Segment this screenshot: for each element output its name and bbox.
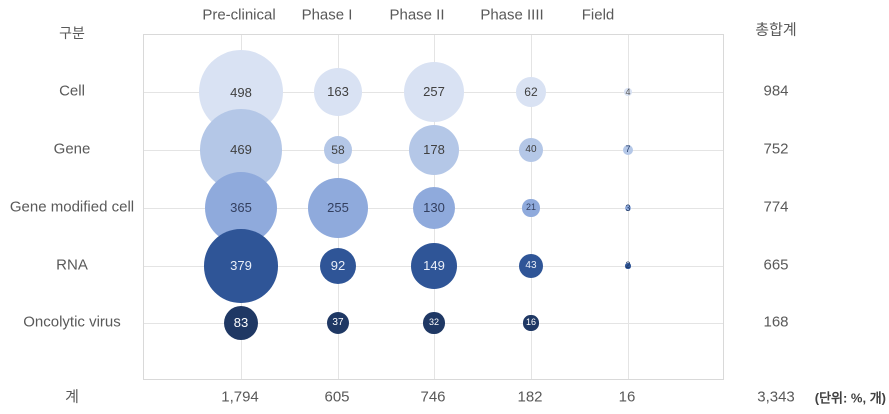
row-total-gene-modified-cell: 774 [763,198,789,216]
bubble-value: 21 [525,202,536,213]
bubble-gene-modified-cell-phase-ii: 130 [412,186,456,230]
bubble-value: 163 [327,84,349,100]
row-label-gene-modified-cell: Gene modified cell [9,198,135,216]
bubble-oncolytic-virus-phase-ii: 32 [423,312,445,334]
bubble-cell-field: 4 [624,86,632,97]
column-header-pre-clinical: Pre-clinical [202,6,276,24]
row-total-cell: 984 [763,82,789,100]
bubble-value: 3 [625,202,631,213]
bubble-rna-field: 2 [625,260,631,271]
row-label-oncolytic-virus: Oncolytic virus [23,313,121,331]
bubble-value: 7 [625,144,631,155]
bubble-gene-phase-i: 58 [323,135,353,165]
bubble-value: 62 [524,84,538,99]
row-total-gene: 752 [763,140,789,158]
bubble-rna-phase-ii: 149 [411,243,457,289]
bubble-value: 83 [233,315,249,331]
bubble-oncolytic-virus-phase-iiii: 16 [523,315,539,331]
column-total-pre-clinical: 1,794 [221,388,259,406]
bubble-cell-phase-iiii: 62 [516,77,546,107]
bubble-gene-modified-cell-phase-iiii: 21 [522,199,540,217]
bubble-rna-pre-clinical: 379 [204,229,278,303]
bubble-rna-phase-i: 92 [319,247,357,285]
column-header-field: Field [581,6,615,24]
bubble-gene-phase-ii: 178 [408,124,460,176]
column-total-phase-ii: 746 [420,388,446,406]
total-column-header: 총합계 [755,21,797,39]
bubble-value: 32 [428,317,439,328]
column-header-phase-iiii: Phase IIII [480,6,544,24]
bubble-value: 178 [423,142,445,158]
bubble-value: 498 [230,84,252,100]
bubble-gene-phase-iiii: 40 [519,138,543,162]
bubble-value: 257 [423,84,445,100]
bubble-value: 16 [525,317,536,328]
bubble-oncolytic-virus-pre-clinical: 83 [223,305,259,341]
corner-label: 구분 [59,25,85,41]
bubble-value: 58 [331,142,345,157]
plot-area: 498 163 257 62 4 469 58 178 40 7 365 255 130 21 3 379 92… [143,34,724,380]
bubble-value: 365 [230,200,252,216]
grand-total: 3,343 [757,388,795,406]
bubble-rna-phase-iiii: 43 [518,253,544,279]
bubble-cell-phase-i: 163 [313,67,363,117]
row-total-rna: 665 [763,256,789,274]
bubble-value: 43 [525,259,537,271]
bubble-oncolytic-virus-phase-i: 37 [326,311,350,335]
bubble-value: 469 [230,142,252,158]
bubble-value: 149 [423,258,445,274]
column-header-phase-i: Phase I [301,6,353,24]
bubble-cell-phase-ii: 257 [403,61,465,123]
bubble-gene-modified-cell-field: 3 [624,202,632,213]
row-label-cell: Cell [59,82,85,100]
bubble-gene-modified-cell-phase-i: 255 [307,177,369,239]
bubble-gene-field: 7 [623,145,633,155]
row-label-rna: RNA [56,256,88,274]
bubble-value: 255 [327,200,349,216]
bubble-value: 4 [625,86,631,97]
bubble-value: 130 [423,200,445,216]
bubble-value: 37 [332,316,344,328]
column-total-phase-iiii: 182 [517,388,543,406]
bubble-value: 40 [525,143,537,155]
row-total-oncolytic-virus: 168 [763,313,789,331]
row-label-gene: Gene [53,140,91,158]
bubble-value: 379 [230,258,252,274]
column-total-field: 16 [618,388,636,406]
bubble-value: 92 [330,258,346,274]
column-header-phase-ii: Phase II [389,6,445,24]
total-row-label: 계 [65,388,79,406]
bubble-value: 2 [625,260,631,271]
unit-note: (단위: %, 개) [814,390,886,406]
column-total-phase-i: 605 [324,388,350,406]
